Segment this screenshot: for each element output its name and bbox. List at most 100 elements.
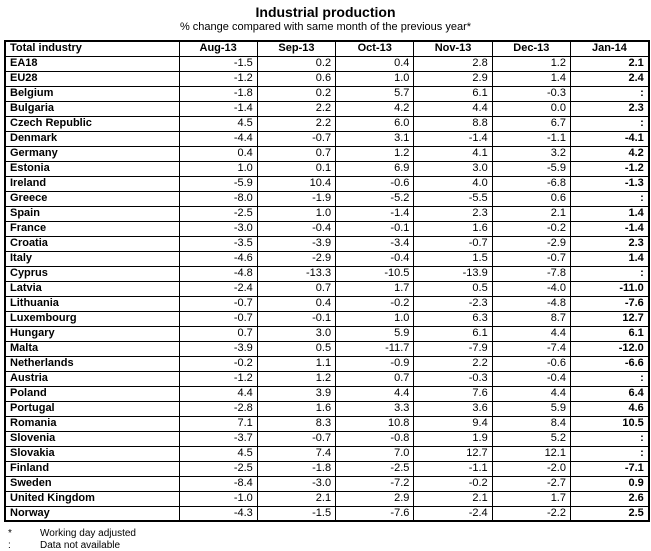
value-cell: -0.4 — [256, 220, 337, 237]
value-cell: 1.2 — [256, 370, 337, 387]
value-cell: -1.2 — [569, 160, 650, 177]
value-cell: -1.8 — [256, 460, 337, 477]
value-cell: -3.5 — [178, 235, 258, 252]
value-cell: -1.1 — [413, 460, 493, 477]
value-cell: -5.9 — [491, 160, 571, 177]
row-label: Greece — [4, 190, 180, 207]
row-label: United Kingdom — [4, 490, 180, 507]
row-label: Bulgaria — [4, 100, 180, 117]
value-cell: 4.4 — [335, 385, 415, 402]
value-cell: -1.8 — [178, 85, 258, 102]
value-cell: -0.2 — [178, 355, 258, 372]
value-cell: 1.6 — [413, 220, 493, 237]
value-cell: 2.1 — [491, 205, 571, 222]
value-cell: -1.0 — [178, 490, 258, 507]
value-cell: 7.1 — [178, 415, 258, 432]
table-row: Netherlands -0.2 1.1 -0.9 2.2 -0.6 -6.6 — [4, 355, 650, 372]
row-label: Denmark — [4, 130, 180, 147]
value-cell: 0.4 — [256, 295, 337, 312]
value-cell: 7.4 — [256, 445, 337, 462]
row-label: Slovenia — [4, 430, 180, 447]
page-subtitle: % change compared with same month of the… — [179, 21, 472, 33]
value-cell: 2.3 — [413, 205, 493, 222]
value-cell: -7.8 — [491, 265, 571, 282]
row-label: Sweden — [4, 475, 180, 492]
value-cell: : — [569, 265, 650, 282]
value-cell: -0.4 — [491, 370, 571, 387]
table-row: Belgium -1.8 0.2 5.7 6.1 -0.3: — [4, 85, 650, 102]
value-cell: 1.7 — [335, 280, 415, 297]
row-label: Norway — [4, 505, 180, 522]
value-cell: 4.6 — [569, 400, 650, 417]
value-cell: : — [569, 370, 650, 387]
value-cell: 12.7 — [413, 445, 493, 462]
table-row: Italy -4.6 -2.9 -0.4 1.5 -0.7 1.4 — [4, 250, 650, 267]
value-cell: -1.2 — [178, 70, 258, 87]
value-cell: -12.0 — [569, 340, 650, 357]
row-label: Poland — [4, 385, 180, 402]
row-label: Romania — [4, 415, 180, 432]
footnote-data-not-available: : Data not available — [8, 540, 651, 551]
row-label: Cyprus — [4, 265, 180, 282]
value-cell: -6.8 — [491, 175, 571, 192]
value-cell: 4.4 — [413, 100, 493, 117]
table-row: Slovenia -3.7 -0.7 -0.8 1.9 5.2: — [4, 430, 650, 447]
value-cell: -11.7 — [335, 340, 415, 357]
row-label: Ireland — [4, 175, 180, 192]
value-cell: 4.4 — [491, 385, 571, 402]
value-cell: 7.6 — [413, 385, 493, 402]
value-cell: -2.5 — [178, 460, 258, 477]
row-label: Portugal — [4, 400, 180, 417]
row-label: Latvia — [4, 280, 180, 297]
value-cell: 8.7 — [491, 310, 571, 327]
table-row: EU28 -1.2 0.6 1.0 2.9 1.4 2.4 — [4, 70, 650, 87]
value-cell: -4.6 — [178, 250, 258, 267]
value-cell: 2.1 — [256, 490, 337, 507]
value-cell: 2.8 — [413, 55, 493, 72]
value-cell: 4.0 — [413, 175, 493, 192]
value-cell: -8.0 — [178, 190, 258, 207]
value-cell: 12.1 — [491, 445, 571, 462]
value-cell: 8.4 — [491, 415, 571, 432]
row-label: Spain — [4, 205, 180, 222]
table-header-row: Total industry Aug-13 Sep-13 Oct-13 Nov-13 De… — [4, 40, 650, 57]
value-cell: 0.4 — [178, 145, 258, 162]
value-cell: -0.9 — [335, 355, 415, 372]
row-label: Estonia — [4, 160, 180, 177]
value-cell: 1.2 — [491, 55, 571, 72]
value-cell: 2.9 — [335, 490, 415, 507]
value-cell: -0.2 — [491, 220, 571, 237]
row-label: EU28 — [4, 70, 180, 87]
table-row: Cyprus -4.8 -13.3 -10.5 -13.9 -7.8: — [4, 265, 650, 282]
row-label: France — [4, 220, 180, 237]
value-cell: -2.9 — [256, 250, 337, 267]
row-label: Malta — [4, 340, 180, 357]
table-row: United Kingdom -1.0 2.1 2.9 2.1 1.7 2.6 — [4, 490, 650, 507]
value-cell: -1.3 — [569, 175, 650, 192]
value-cell: 0.7 — [256, 280, 337, 297]
value-cell: -0.1 — [335, 220, 415, 237]
value-cell: 10.4 — [256, 175, 337, 192]
value-cell: 6.7 — [491, 115, 571, 132]
value-cell: -1.4 — [413, 130, 493, 147]
value-cell: 6.1 — [569, 325, 650, 342]
value-cell: 3.9 — [256, 385, 337, 402]
value-cell: -1.4 — [335, 205, 415, 222]
value-cell: 1.4 — [491, 70, 571, 87]
value-cell: 10.5 — [569, 415, 650, 432]
row-label: Czech Republic — [4, 115, 180, 132]
value-cell: -6.6 — [569, 355, 650, 372]
value-cell: -0.3 — [413, 370, 493, 387]
row-label: Netherlands — [4, 355, 180, 372]
value-cell: 0.6 — [256, 70, 337, 87]
value-cell: 1.7 — [491, 490, 571, 507]
value-cell: -4.1 — [569, 130, 650, 147]
value-cell: 6.9 — [335, 160, 415, 177]
value-cell: 2.5 — [569, 505, 650, 522]
table-row: Romania 7.1 8.3 10.8 9.4 8.4 10.5 — [4, 415, 650, 432]
value-cell: 4.4 — [178, 385, 258, 402]
value-cell: -3.9 — [178, 340, 258, 357]
value-cell: -1.9 — [256, 190, 337, 207]
value-cell: 10.8 — [335, 415, 415, 432]
value-cell: -1.1 — [491, 130, 571, 147]
